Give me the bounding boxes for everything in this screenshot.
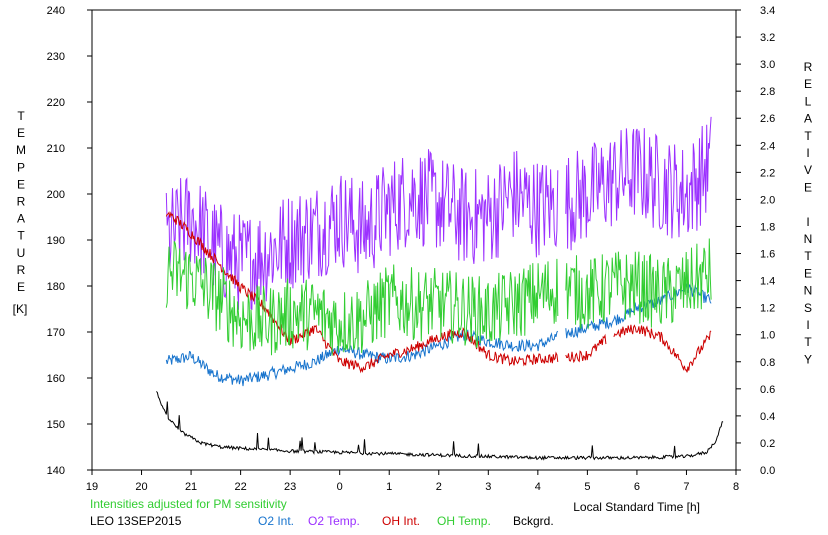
legend-o2-temp: O2 Temp. [308,514,360,528]
right-axis-letter: T [804,249,812,263]
right-tick-label: 2.8 [760,86,775,98]
legend-oh-temp: OH Temp. [437,514,491,528]
left-axis-letter: R [17,263,26,277]
left-axis-letter: R [17,195,26,209]
right-tick-label: 3.2 [760,32,775,44]
right-tick-label: 0.2 [760,438,775,450]
left-axis-letter: U [17,246,26,260]
left-tick-label: 170 [47,327,65,339]
right-tick-label: 2.2 [760,167,775,179]
left-axis-ticks: 140 150 160 170 180 190 200 210 220 230 240 [47,5,92,477]
legend-oh-int: OH Int. [382,514,420,528]
left-tick-label: 240 [47,5,65,17]
right-axis-ticks: 0.0 0.2 0.4 0.6 0.8 1.0 1.2 1.4 1.6 1.8 2.0 2.2 2.4 2… [736,5,775,477]
series-line-oh-temp [165,238,712,356]
right-axis-letter: I [806,215,809,229]
right-tick-label: 1.2 [760,303,775,315]
right-tick-label: 0.4 [760,411,775,423]
x-axis-ticks: 19 20 21 22 23 0 1 2 3 4 5 6 7 8 [86,470,739,493]
series-line-o2-temp [165,116,712,311]
x-tick-label: 19 [86,481,98,493]
right-tick-label: 2.0 [760,194,775,206]
right-axis-letter: I [806,146,809,160]
left-axis-letter: T [17,109,25,123]
left-tick-label: 140 [47,465,65,477]
right-tick-label: 2.4 [760,140,775,152]
right-tick-label: 0.8 [760,357,775,369]
left-axis-letter: E [17,177,25,191]
left-tick-label: 150 [47,419,65,431]
left-axis-letter: T [17,229,25,243]
x-axis-label: Local Standard Time [h] [573,500,700,514]
left-axis-letter: E [17,280,25,294]
right-tick-label: 1.4 [760,276,775,288]
right-tick-label: 3.0 [760,59,775,71]
series-line-oh-int [165,211,712,374]
right-axis-letter: E [804,77,812,91]
legend-bckgrd: Bckgrd. [513,514,554,528]
right-axis-letter: S [804,301,812,315]
right-axis-letter: E [804,180,812,194]
legend-station: LEO 13SEP2015 [90,514,182,528]
right-tick-label: 1.0 [760,330,775,342]
left-axis-letter: M [16,143,26,157]
right-tick-label: 3.4 [760,5,775,17]
x-tick-label: 23 [284,481,296,493]
sensitivity-note: Intensities adjusted for PM sensitivity [90,497,287,511]
left-tick-label: 160 [47,373,65,385]
right-tick-label: 0.0 [760,465,775,477]
x-tick-label: 1 [386,481,392,493]
x-tick-label: 4 [535,481,541,493]
left-tick-label: 210 [47,143,65,155]
x-tick-label: 21 [185,481,197,493]
series-line-bckgrd [156,391,724,461]
left-tick-label: 200 [47,189,65,201]
series-layer [156,116,724,461]
left-tick-label: 190 [47,235,65,247]
left-axis-letter: P [17,160,25,174]
x-tick-label: 0 [337,481,343,493]
right-axis-letter: T [804,129,812,143]
legend-o2-int: O2 Int. [258,514,294,528]
right-axis-letter: I [806,318,809,332]
left-axis-unit: [K] [13,302,28,316]
left-tick-label: 230 [47,51,65,63]
x-tick-label: 6 [634,481,640,493]
right-axis-letter: Y [804,352,812,366]
x-tick-label: 5 [584,481,590,493]
left-tick-label: 220 [47,97,65,109]
x-tick-label: 2 [436,481,442,493]
right-axis-letter: E [804,266,812,280]
left-axis-letter: A [17,212,25,226]
right-tick-label: 0.6 [760,384,775,396]
right-tick-label: 1.6 [760,249,775,261]
x-tick-label: 20 [135,481,147,493]
right-tick-label: 1.8 [760,221,775,233]
right-axis-letter: R [804,60,813,74]
x-tick-label: 22 [234,481,246,493]
right-axis-letter: V [804,163,812,177]
x-tick-label: 8 [733,481,739,493]
plot-frame [91,9,737,471]
right-axis-letter: L [805,94,812,108]
left-tick-label: 180 [47,281,65,293]
right-axis-letter: N [804,284,813,298]
right-tick-label: 2.6 [760,113,775,125]
x-tick-label: 7 [683,481,689,493]
right-axis-letter: A [804,112,812,126]
right-axis-letter: T [804,335,812,349]
x-tick-label: 3 [485,481,491,493]
right-axis-letter: N [804,232,813,246]
left-axis-letter: E [17,126,25,140]
